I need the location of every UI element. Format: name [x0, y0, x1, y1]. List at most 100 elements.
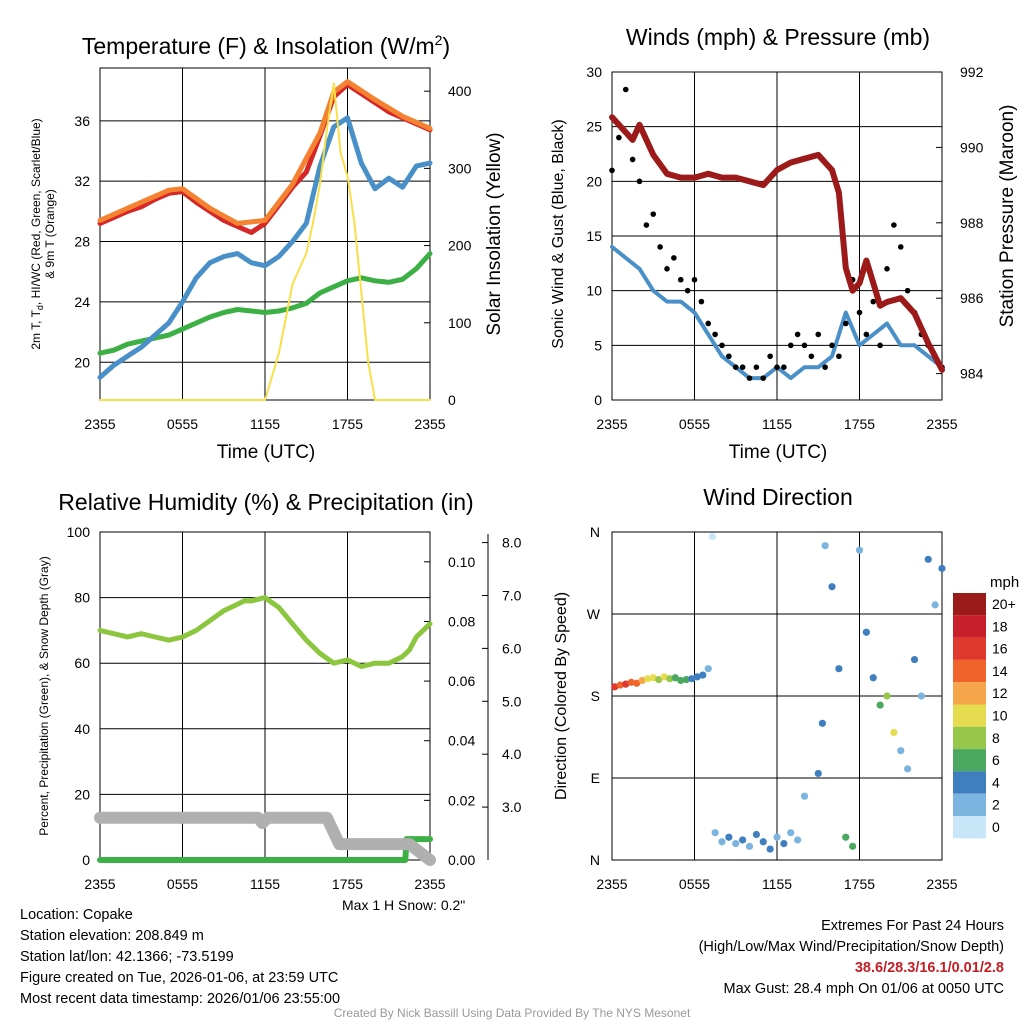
wind-direction-point — [818, 719, 826, 727]
gust-point — [829, 342, 835, 349]
temp-ylabel-right: Solar Insolation (Yellow) — [484, 132, 505, 335]
colorbar-swatch — [953, 704, 986, 727]
gust-point — [732, 364, 739, 371]
rh-y3tick-label: 8.0 — [502, 535, 522, 551]
winds-ytick-label: 15 — [586, 228, 602, 244]
colorbar-swatch — [953, 749, 986, 772]
temp-y2tick-label: 200 — [448, 238, 472, 254]
winds-xtick-label: 1155 — [762, 416, 792, 432]
gust-point — [746, 375, 753, 381]
wind-direction-point — [718, 838, 726, 846]
temp-xtick-label: 1155 — [250, 416, 280, 432]
colorbar-swatch — [953, 593, 986, 616]
gust-point — [808, 353, 815, 360]
info-location: Location: Copake — [20, 907, 133, 923]
colorbar-swatch — [953, 771, 986, 794]
wind-direction-point — [677, 676, 685, 685]
gust-point — [622, 86, 629, 93]
wind-direction-point — [862, 628, 870, 636]
rh-y3tick-label: 5.0 — [502, 693, 522, 709]
winds-y2tick-label: 990 — [960, 139, 984, 155]
snow-note: Max 1 H Snow: 0.2" — [342, 897, 466, 913]
wind-direction-point — [759, 838, 767, 846]
gust-point — [760, 375, 767, 381]
gust-point — [657, 244, 663, 250]
rh-series-relative-humidity — [97, 595, 433, 669]
wind-direction-point — [800, 792, 809, 800]
wind-direction-point — [794, 836, 802, 844]
gust-point — [609, 167, 615, 174]
extremes-title: Extremes For Past 24 Hours — [821, 918, 1004, 934]
wdir-xtick-label: 1755 — [844, 876, 875, 892]
gust-point — [781, 364, 787, 371]
wind-direction-point — [616, 681, 624, 689]
extremes-values: 38.6/28.3/16.1/0.01/2.8 — [854, 960, 1004, 976]
temp-y2tick-label: 300 — [448, 160, 472, 176]
winds-y2tick-label: 986 — [960, 290, 984, 306]
colorbar-title: mph — [990, 574, 1019, 591]
gust-point — [671, 255, 677, 261]
gust-point — [677, 276, 684, 283]
wind-direction-point — [883, 692, 891, 700]
gust-point — [643, 222, 650, 228]
temp-y2tick-label: 100 — [448, 315, 472, 331]
wdir-title: Wind Direction — [703, 484, 853, 510]
gust-point — [698, 298, 705, 305]
wdir-xtick-label: 2355 — [596, 876, 627, 892]
winds-y2tick-label: 988 — [960, 215, 984, 231]
rh-y2tick-label: 0.04 — [448, 733, 475, 749]
wdir-ytick-label: W — [587, 606, 601, 622]
rh-y3tick-label: 4.0 — [502, 746, 522, 762]
temp-series-hi-wc — [97, 115, 433, 380]
wind-direction-point — [849, 842, 857, 850]
winds-ytick-label: 5 — [594, 337, 602, 353]
wdir-xtick-label: 1155 — [762, 876, 792, 892]
wind-direction-point — [752, 830, 760, 839]
wind-direction-point — [931, 601, 939, 609]
wind-direction-point — [711, 829, 719, 837]
temp-ytick-label: 36 — [74, 113, 90, 129]
winds-xtick-label: 1755 — [844, 416, 875, 432]
winds-xtick-label: 2355 — [596, 416, 627, 432]
temp-xtick-label: 1755 — [332, 416, 363, 432]
colorbar-label: 10 — [992, 708, 1008, 724]
winds-ytick-label: 0 — [594, 392, 602, 408]
wdir-ylabel-left: Direction (Colored By Speed) — [553, 592, 570, 800]
gust-point — [904, 287, 911, 294]
info-timestamp: Most recent data timestamp: 2026/01/06 2… — [20, 991, 341, 1007]
gust-point — [897, 244, 904, 250]
winds-series-station-pressure — [609, 114, 945, 373]
temp-series-solar-insolation — [99, 82, 431, 401]
wdir-ytick-label: S — [591, 688, 600, 704]
wind-direction-point — [704, 665, 712, 673]
rh-y3tick-label: 7.0 — [502, 587, 522, 603]
gust-point — [884, 266, 890, 272]
colorbar-label: 18 — [992, 618, 1008, 634]
wdir-ytick-label: N — [590, 852, 600, 868]
winds-xtick-label: 0555 — [679, 416, 710, 432]
wind-direction-point — [904, 765, 912, 773]
wind-direction-point — [638, 676, 646, 685]
winds-title: Winds (mph) & Pressure (mb) — [626, 24, 930, 50]
temp-series-9m-t — [97, 79, 433, 226]
wind-direction-point — [671, 674, 679, 682]
rh-xtick-label: 1755 — [332, 876, 363, 892]
gust-point — [767, 353, 773, 360]
gust-point — [836, 353, 842, 360]
wind-direction-point — [666, 675, 674, 683]
wind-direction-point — [814, 769, 822, 778]
colorbar-label: 2 — [992, 797, 1000, 813]
wind-direction-point — [780, 840, 788, 848]
wind-direction-point — [787, 829, 795, 837]
gust-point — [684, 287, 691, 294]
rh-y3tick-label: 6.0 — [502, 640, 522, 656]
gust-point — [753, 364, 760, 371]
wind-direction-point — [876, 701, 884, 709]
gust-point — [870, 298, 877, 305]
colorbar-swatch — [953, 816, 986, 839]
wind-direction-point — [682, 676, 690, 684]
rh-y2tick-label: 0.06 — [448, 673, 475, 689]
extremes-legend: (High/Low/Max Wind/Precipitation/Snow De… — [698, 939, 1004, 955]
winds-ylabel-left: Sonic Wind & Gust (Blue, Black) — [550, 119, 567, 348]
wdir-ytick-label: E — [591, 770, 600, 786]
